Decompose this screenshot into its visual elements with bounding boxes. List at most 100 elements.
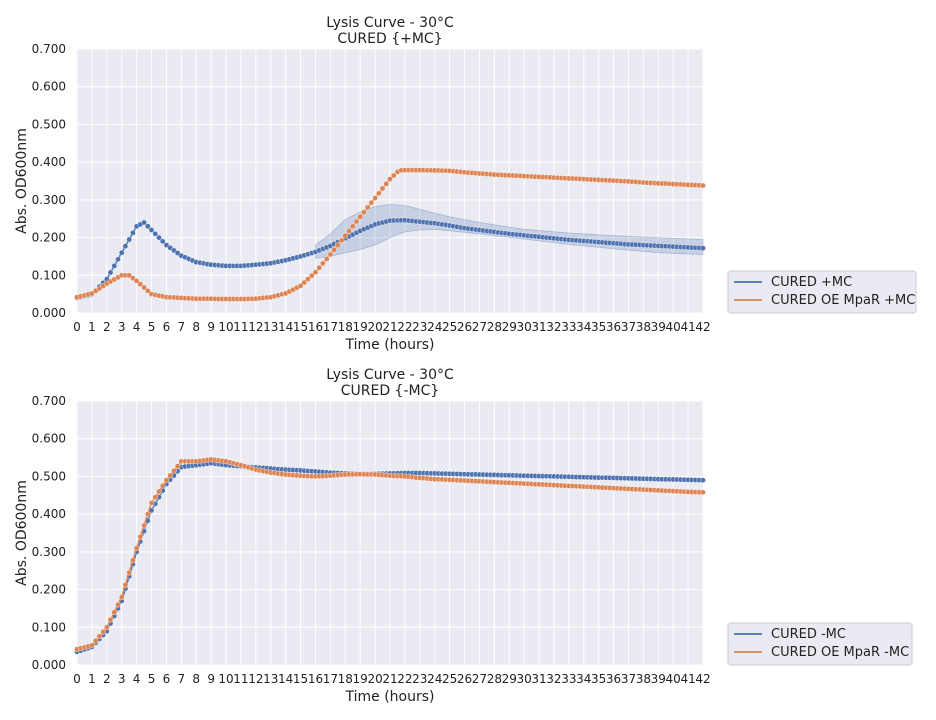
legend-label: CURED OE MpaR +MC bbox=[771, 293, 915, 308]
x-tick-label: 17 bbox=[323, 672, 338, 686]
data-point bbox=[141, 284, 147, 291]
x-tick-label: 28 bbox=[487, 320, 502, 334]
data-point bbox=[375, 190, 382, 197]
x-tick-label: 13 bbox=[263, 672, 278, 686]
data-point bbox=[144, 287, 151, 294]
data-point bbox=[349, 223, 356, 230]
chart-subtitle: CURED {-MC} bbox=[341, 383, 440, 399]
data-point bbox=[301, 279, 308, 286]
data-point bbox=[118, 594, 125, 600]
x-tick-label: 28 bbox=[487, 672, 502, 686]
x-tick-label: 2 bbox=[103, 320, 111, 334]
x-tick-label: 40 bbox=[666, 672, 681, 686]
data-point bbox=[115, 256, 121, 263]
data-point bbox=[137, 281, 144, 288]
x-tick-label: 36 bbox=[606, 672, 621, 686]
y-tick-label: 0.100 bbox=[32, 268, 66, 282]
data-point bbox=[144, 511, 151, 517]
x-tick-label: 3 bbox=[118, 320, 126, 334]
legend-label: CURED -MC bbox=[771, 627, 846, 642]
x-tick-label: 7 bbox=[178, 320, 186, 334]
x-tick-label: 34 bbox=[576, 672, 591, 686]
data-point bbox=[152, 230, 159, 237]
data-point bbox=[111, 609, 118, 616]
legend-label: CURED OE MpaR -MC bbox=[771, 645, 909, 660]
x-tick-label: 41 bbox=[680, 320, 695, 334]
data-point bbox=[361, 209, 367, 215]
data-point bbox=[133, 278, 140, 284]
data-point bbox=[320, 260, 326, 267]
x-tick-label: 11 bbox=[233, 320, 248, 334]
data-point bbox=[331, 246, 337, 253]
y-tick-label: 0.400 bbox=[32, 507, 66, 521]
x-tick-label: 8 bbox=[192, 320, 200, 334]
data-point bbox=[334, 242, 341, 248]
data-point bbox=[126, 272, 132, 279]
data-point bbox=[156, 234, 162, 241]
data-point bbox=[383, 180, 390, 187]
x-tick-label: 36 bbox=[606, 320, 621, 334]
x-tick-label: 30 bbox=[517, 672, 532, 686]
x-tick-label: 38 bbox=[636, 672, 651, 686]
data-point bbox=[368, 199, 375, 206]
x-tick-label: 3 bbox=[118, 672, 126, 686]
x-tick-label: 24 bbox=[427, 672, 442, 686]
data-point bbox=[122, 582, 129, 588]
x-tick-label: 8 bbox=[192, 672, 200, 686]
x-tick-label: 27 bbox=[472, 672, 487, 686]
chart-title: Lysis Curve - 30°C bbox=[326, 15, 454, 31]
x-tick-label: 6 bbox=[163, 320, 171, 334]
x-tick-label: 22 bbox=[397, 672, 412, 686]
data-point bbox=[312, 269, 319, 276]
data-point bbox=[130, 230, 136, 236]
x-tick-label: 2 bbox=[103, 672, 111, 686]
y-tick-label: 0.300 bbox=[32, 545, 66, 559]
x-tick-label: 22 bbox=[397, 320, 412, 334]
data-point bbox=[137, 534, 144, 540]
y-tick-label: 0.500 bbox=[32, 117, 66, 131]
data-point bbox=[167, 472, 173, 479]
x-tick-label: 23 bbox=[412, 320, 427, 334]
x-tick-label: 42 bbox=[695, 320, 710, 334]
x-tick-label: 1 bbox=[88, 320, 96, 334]
x-tick-label: 4 bbox=[133, 672, 141, 686]
x-tick-label: 20 bbox=[367, 672, 382, 686]
data-point bbox=[126, 236, 132, 243]
x-tick-label: 18 bbox=[338, 320, 353, 334]
chart-panel-1: 0 1 2 3 4 5 6 7 8 9 10 11 12 13 14 15 16 17 18 19 20 21 22 23 24… bbox=[14, 15, 917, 353]
data-point bbox=[159, 483, 166, 489]
x-tick-label: 21 bbox=[382, 320, 397, 334]
x-tick-label: 19 bbox=[353, 320, 368, 334]
data-point bbox=[390, 172, 397, 179]
data-point bbox=[364, 204, 371, 211]
series-1 bbox=[74, 203, 706, 301]
x-tick-label: 21 bbox=[382, 672, 397, 686]
data-point bbox=[387, 176, 393, 182]
x-tick-label: 9 bbox=[207, 320, 215, 334]
x-tick-label: 12 bbox=[248, 672, 263, 686]
x-tick-label: 1 bbox=[88, 672, 96, 686]
x-tick-label: 19 bbox=[353, 672, 368, 686]
x-tick-label: 32 bbox=[546, 320, 561, 334]
data-point bbox=[111, 263, 118, 269]
data-point bbox=[130, 557, 136, 564]
x-tick-label: 25 bbox=[442, 320, 457, 334]
x-tick-label: 30 bbox=[517, 320, 532, 334]
x-tick-label: 34 bbox=[576, 320, 591, 334]
x-tick-label: 5 bbox=[148, 320, 156, 334]
x-tick-label: 20 bbox=[367, 320, 382, 334]
data-point bbox=[107, 616, 114, 623]
y-axis-label: Abs. OD600nm bbox=[14, 128, 30, 234]
x-tick-label: 35 bbox=[591, 672, 606, 686]
data-point bbox=[126, 569, 132, 576]
data-point bbox=[297, 282, 304, 289]
y-tick-label: 0.600 bbox=[32, 432, 66, 446]
x-tick-label: 10 bbox=[218, 672, 233, 686]
x-tick-label: 42 bbox=[695, 672, 710, 686]
x-tick-label: 17 bbox=[323, 320, 338, 334]
data-point bbox=[700, 182, 706, 189]
legend: CURED +MC CURED OE MpaR +MC bbox=[727, 270, 917, 314]
x-tick-label: 25 bbox=[442, 672, 457, 686]
x-tick-label: 32 bbox=[546, 672, 561, 686]
